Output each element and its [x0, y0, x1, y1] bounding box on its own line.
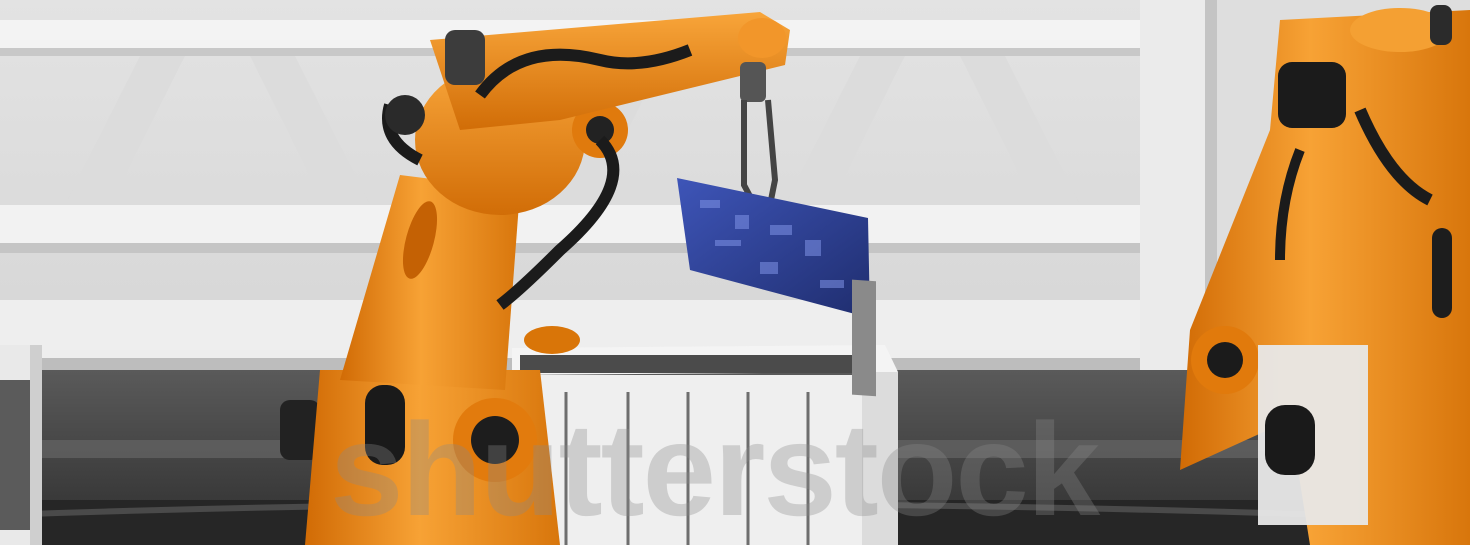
- right-robot-arm: [1180, 5, 1470, 545]
- circuit-board: [677, 178, 876, 397]
- white-rack: [512, 345, 898, 545]
- left-rack: [0, 345, 42, 545]
- main-robot-arm: [280, 12, 790, 545]
